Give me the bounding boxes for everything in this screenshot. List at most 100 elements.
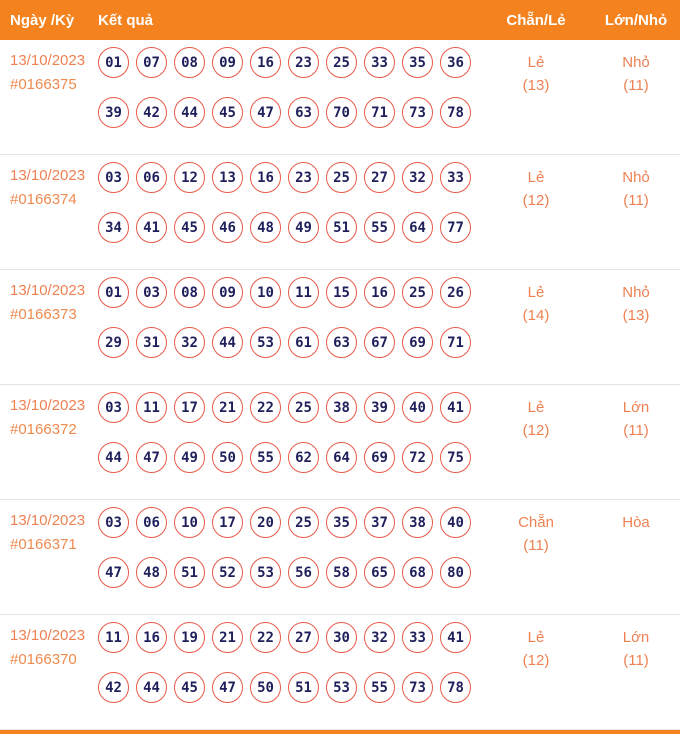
number-ball: 36 xyxy=(440,47,471,78)
parity-result: Chẵn (11) xyxy=(480,500,592,614)
number-ball: 27 xyxy=(364,162,395,193)
number-ball: 16 xyxy=(250,47,281,78)
number-ball: 16 xyxy=(136,622,167,653)
numbers-line-1: 03 06 12 13 16 23 25 27 32 33 xyxy=(98,162,480,193)
parity-count: (14) xyxy=(522,307,550,324)
number-ball: 20 xyxy=(250,507,281,538)
table-row: 13/10/2023 #0166370 11 16 19 21 22 27 30 32 33 41… xyxy=(0,615,680,730)
table-row: 13/10/2023 #0166375 01 07 08 09 16 23 25 33 35 36… xyxy=(0,40,680,155)
size-result: Lớn (11) xyxy=(592,615,680,729)
number-ball: 32 xyxy=(364,622,395,653)
numbers-line-2: 42 44 45 47 50 51 53 55 73 78 xyxy=(98,672,480,703)
draw-id: #0166372 xyxy=(10,421,77,438)
draw-date-and-id: 13/10/2023 #0166373 xyxy=(0,270,98,384)
number-ball: 08 xyxy=(174,277,205,308)
number-ball: 71 xyxy=(440,327,471,358)
number-ball: 12 xyxy=(174,162,205,193)
number-ball: 25 xyxy=(326,47,357,78)
number-ball: 58 xyxy=(326,557,357,588)
parity-count: (12) xyxy=(522,652,550,669)
number-ball: 70 xyxy=(326,97,357,128)
number-ball: 13 xyxy=(212,162,243,193)
number-ball: 21 xyxy=(212,622,243,653)
number-ball: 23 xyxy=(288,162,319,193)
numbers-line-1: 01 07 08 09 16 23 25 33 35 36 xyxy=(98,47,480,78)
number-ball: 44 xyxy=(98,442,129,473)
number-ball: 15 xyxy=(326,277,357,308)
size-label: Hòa xyxy=(622,514,650,531)
number-ball: 55 xyxy=(250,442,281,473)
size-result: Lớn (11) xyxy=(592,385,680,499)
draw-date-and-id: 13/10/2023 #0166371 xyxy=(0,500,98,614)
number-ball: 53 xyxy=(250,557,281,588)
number-ball: 47 xyxy=(98,557,129,588)
number-ball: 29 xyxy=(98,327,129,358)
number-ball: 41 xyxy=(136,212,167,243)
number-ball: 55 xyxy=(364,672,395,703)
number-ball: 16 xyxy=(250,162,281,193)
draw-numbers: 01 03 08 09 10 11 15 16 25 26 29 31 32 44 53 61 63 67 69 7… xyxy=(98,270,480,384)
size-label: Nhỏ xyxy=(622,169,650,186)
number-ball: 73 xyxy=(402,672,433,703)
number-ball: 61 xyxy=(288,327,319,358)
number-ball: 52 xyxy=(212,557,243,588)
header-parity-column: Chẵn/Lẻ xyxy=(506,11,566,29)
table-row: 13/10/2023 #0166373 01 03 08 09 10 11 15 16 25 26… xyxy=(0,270,680,385)
numbers-line-1: 03 06 10 17 20 25 35 37 38 40 xyxy=(98,507,480,538)
number-ball: 06 xyxy=(136,507,167,538)
number-ball: 22 xyxy=(250,622,281,653)
draw-id: #0166371 xyxy=(10,536,77,553)
number-ball: 07 xyxy=(136,47,167,78)
draw-numbers: 03 06 12 13 16 23 25 27 32 33 34 41 45 46 48 49 51 55 64 7… xyxy=(98,155,480,269)
number-ball: 38 xyxy=(326,392,357,423)
number-ball: 50 xyxy=(212,442,243,473)
parity-result: Lẻ (12) xyxy=(480,385,592,499)
number-ball: 45 xyxy=(212,97,243,128)
numbers-line-2: 47 48 51 52 53 56 58 65 68 80 xyxy=(98,557,480,588)
parity-result: Lẻ (13) xyxy=(480,40,592,154)
number-ball: 32 xyxy=(402,162,433,193)
number-ball: 53 xyxy=(326,672,357,703)
number-ball: 10 xyxy=(250,277,281,308)
number-ball: 17 xyxy=(174,392,205,423)
number-ball: 64 xyxy=(402,212,433,243)
number-ball: 11 xyxy=(136,392,167,423)
size-count: (11) xyxy=(623,77,649,94)
parity-result: Lẻ (12) xyxy=(480,155,592,269)
number-ball: 01 xyxy=(98,47,129,78)
parity-count: (12) xyxy=(522,192,550,209)
number-ball: 35 xyxy=(402,47,433,78)
number-ball: 40 xyxy=(402,392,433,423)
number-ball: 30 xyxy=(326,622,357,653)
size-result: Hòa xyxy=(592,500,680,614)
number-ball: 11 xyxy=(288,277,319,308)
number-ball: 56 xyxy=(288,557,319,588)
number-ball: 78 xyxy=(440,97,471,128)
draw-id: #0166373 xyxy=(10,306,77,323)
number-ball: 33 xyxy=(364,47,395,78)
number-ball: 55 xyxy=(364,212,395,243)
size-count: (11) xyxy=(623,652,649,669)
number-ball: 03 xyxy=(98,507,129,538)
header-results-column: Kết quả xyxy=(98,11,154,29)
number-ball: 63 xyxy=(288,97,319,128)
number-ball: 32 xyxy=(174,327,205,358)
number-ball: 34 xyxy=(98,212,129,243)
number-ball: 47 xyxy=(250,97,281,128)
number-ball: 25 xyxy=(402,277,433,308)
draw-date: 13/10/2023 xyxy=(10,52,86,69)
number-ball: 33 xyxy=(440,162,471,193)
number-ball: 42 xyxy=(98,672,129,703)
header-size-column: Lớn/Nhỏ xyxy=(604,11,668,29)
number-ball: 51 xyxy=(326,212,357,243)
number-ball: 77 xyxy=(440,212,471,243)
number-ball: 49 xyxy=(288,212,319,243)
draw-date-and-id: 13/10/2023 #0166374 xyxy=(0,155,98,269)
table-row: 13/10/2023 #0166374 03 06 12 13 16 23 25 27 32 33… xyxy=(0,155,680,270)
draw-date-and-id: 13/10/2023 #0166375 xyxy=(0,40,98,154)
numbers-line-1: 01 03 08 09 10 11 15 16 25 26 xyxy=(98,277,480,308)
number-ball: 26 xyxy=(440,277,471,308)
number-ball: 64 xyxy=(326,442,357,473)
size-count: (11) xyxy=(623,192,649,209)
size-label: Nhỏ xyxy=(622,54,650,71)
